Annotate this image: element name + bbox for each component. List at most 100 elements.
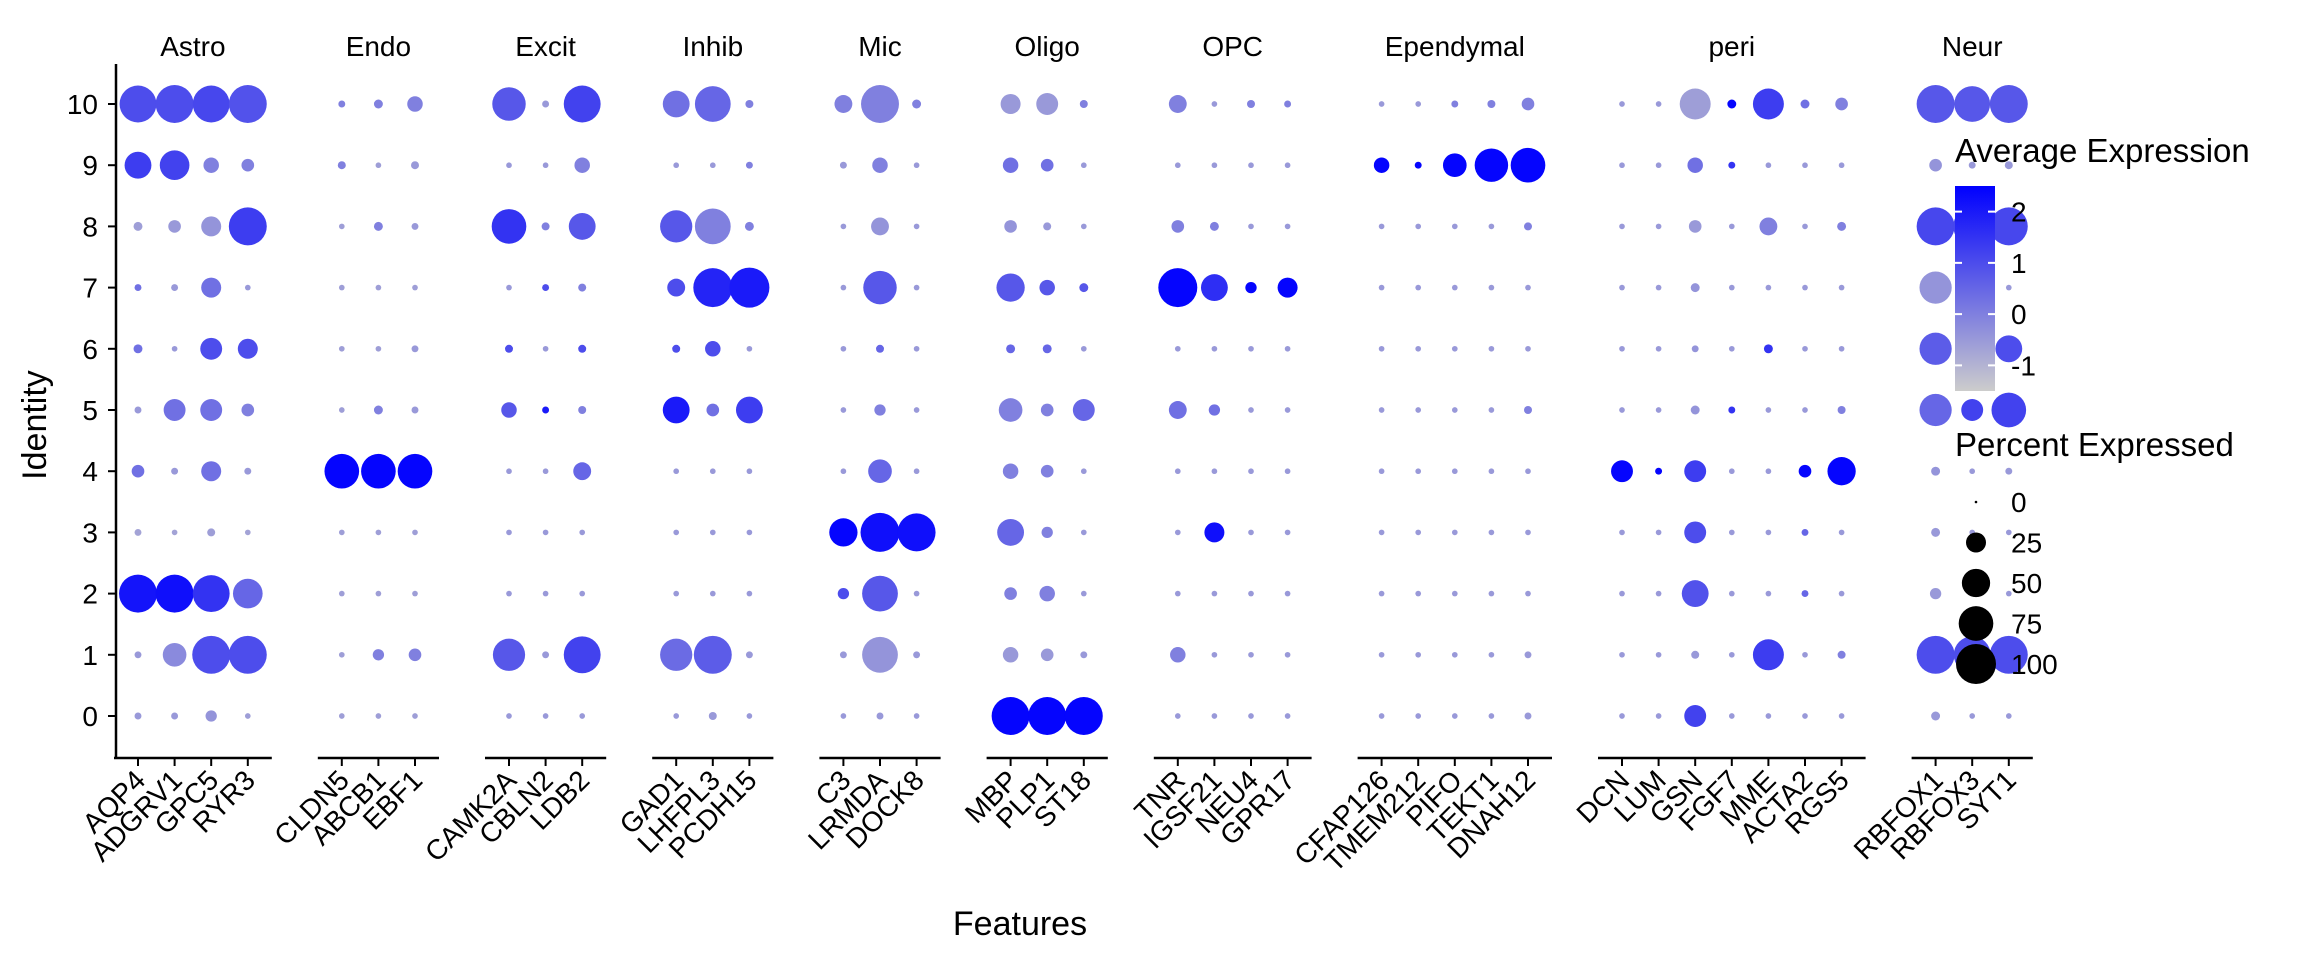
dot-dock8-4 xyxy=(913,468,920,475)
y-tick-label: 7 xyxy=(82,273,98,304)
dot-rbfox1-9 xyxy=(1929,158,1942,172)
dot-lum-2 xyxy=(1655,590,1662,597)
dot-pcdh15-8 xyxy=(744,221,754,231)
y-tick-label: 0 xyxy=(82,701,98,732)
dot-ebf1-7 xyxy=(412,284,418,291)
dot-pifo-8 xyxy=(1451,223,1458,230)
dot-dnah12-10 xyxy=(1521,97,1535,111)
dot-tekt1-7 xyxy=(1488,284,1495,291)
dot-rbfox1-2 xyxy=(1929,587,1942,600)
dot-gpr17-10 xyxy=(1284,100,1292,108)
dot-rbfox3-0 xyxy=(1969,713,1976,719)
dot-ebf1-2 xyxy=(412,590,418,597)
dot-cbln2-8 xyxy=(541,222,550,231)
dot-plp1-5 xyxy=(1040,403,1054,417)
dot-mbp-6 xyxy=(1006,344,1016,354)
dot-gad1-0 xyxy=(673,713,680,719)
dot-pcdh15-5 xyxy=(735,396,763,424)
dot-igsf21-1 xyxy=(1211,651,1218,658)
dot-abcb1-10 xyxy=(373,99,383,109)
dot-dnah12-7 xyxy=(1525,284,1531,291)
panel-title: Oligo xyxy=(1015,31,1080,62)
dot-cldn5-10 xyxy=(338,100,346,108)
dot-lhfpl3-6 xyxy=(705,341,721,357)
dot-ebf1-6 xyxy=(411,345,419,353)
dot-camk2a-10 xyxy=(492,87,526,121)
dot-lrmda-8 xyxy=(871,217,889,236)
dot-tmem212-0 xyxy=(1415,713,1422,719)
size-key-label: 0 xyxy=(2011,487,2027,518)
dot-cldn5-5 xyxy=(338,407,345,413)
dot-lhfpl3-3 xyxy=(709,529,716,536)
dot-adgrv1-7 xyxy=(171,284,179,292)
dot-gad1-6 xyxy=(672,344,681,353)
dot-adgrv1-6 xyxy=(171,345,178,352)
dot-lrmda-6 xyxy=(876,344,884,353)
dot-lhfpl3-9 xyxy=(709,162,716,169)
dot-pifo-6 xyxy=(1451,345,1458,352)
dot-cldn5-0 xyxy=(338,713,345,719)
dot-mbp-9 xyxy=(1002,157,1019,173)
dot-lhfpl3-10 xyxy=(694,86,731,122)
dot-lrmda-10 xyxy=(861,85,899,123)
size-legend: Percent Expressed 0 25 50 75 100 xyxy=(1955,426,2234,684)
dot-dock8-7 xyxy=(913,284,920,291)
dot-syt1-1 xyxy=(1989,635,2028,674)
dot-pcdh15-4 xyxy=(746,468,753,475)
dot-tnr-3 xyxy=(1174,529,1181,536)
dot-st18-8 xyxy=(1080,223,1087,230)
dot-ldb2-6 xyxy=(578,344,587,353)
dot-tmem212-4 xyxy=(1415,468,1422,475)
dot-cfap126-2 xyxy=(1378,590,1385,597)
dot-gpc5-6 xyxy=(200,337,223,360)
dot-tekt1-5 xyxy=(1488,407,1495,413)
dot-abcb1-1 xyxy=(372,649,385,661)
dot-mme-9 xyxy=(1765,162,1772,169)
dot-plp1-6 xyxy=(1042,344,1052,354)
dot-rbfox1-10 xyxy=(1916,85,1955,123)
dot-neu4-0 xyxy=(1248,713,1254,719)
dot-gsn-9 xyxy=(1687,157,1703,173)
dot-cbln2-9 xyxy=(542,162,549,169)
dot-gpr17-4 xyxy=(1284,468,1291,475)
dot-camk2a-0 xyxy=(506,713,512,719)
dot-plp1-7 xyxy=(1039,279,1055,296)
dot-abcb1-5 xyxy=(373,405,383,415)
dot-aqp4-3 xyxy=(134,528,142,536)
dot-c3-10 xyxy=(834,95,853,113)
dot-gpc5-4 xyxy=(201,461,222,482)
dot-acta2-10 xyxy=(1800,99,1810,109)
dot-ryr3-1 xyxy=(228,635,267,674)
dot-rbfox1-0 xyxy=(1931,711,1941,721)
dot-plp1-1 xyxy=(1040,648,1054,662)
dot-cbln2-3 xyxy=(542,529,549,536)
dot-mbp-10 xyxy=(1000,94,1021,114)
color-bar xyxy=(1955,186,1995,391)
dot-fgf7-8 xyxy=(1728,223,1735,230)
dot-rbfox3-5 xyxy=(1961,399,1984,421)
dot-abcb1-8 xyxy=(373,221,383,231)
dot-rbfox3-9 xyxy=(1968,161,1976,169)
dot-tekt1-4 xyxy=(1488,468,1495,475)
dot-lum-6 xyxy=(1655,345,1662,352)
dot-camk2a-5 xyxy=(501,402,517,418)
dot-c3-0 xyxy=(840,713,847,719)
dot-tmem212-1 xyxy=(1415,651,1422,658)
dot-rgs5-2 xyxy=(1838,590,1845,597)
dot-abcb1-0 xyxy=(375,713,382,719)
dot-adgrv1-9 xyxy=(159,150,190,181)
dot-gsn-8 xyxy=(1688,220,1702,233)
dot-camk2a-2 xyxy=(506,590,512,597)
dot-mbp-1 xyxy=(1002,647,1019,663)
dot-dnah12-4 xyxy=(1525,468,1531,475)
dot-pcdh15-9 xyxy=(745,161,753,169)
dot-cfap126-6 xyxy=(1378,345,1385,352)
dot-dock8-8 xyxy=(913,223,920,230)
dot-dnah12-5 xyxy=(1524,406,1532,414)
dot-ldb2-8 xyxy=(568,212,596,240)
dot-gpr17-1 xyxy=(1284,651,1291,658)
y-tick-label: 8 xyxy=(82,211,98,242)
dot-adgrv1-8 xyxy=(168,220,181,233)
